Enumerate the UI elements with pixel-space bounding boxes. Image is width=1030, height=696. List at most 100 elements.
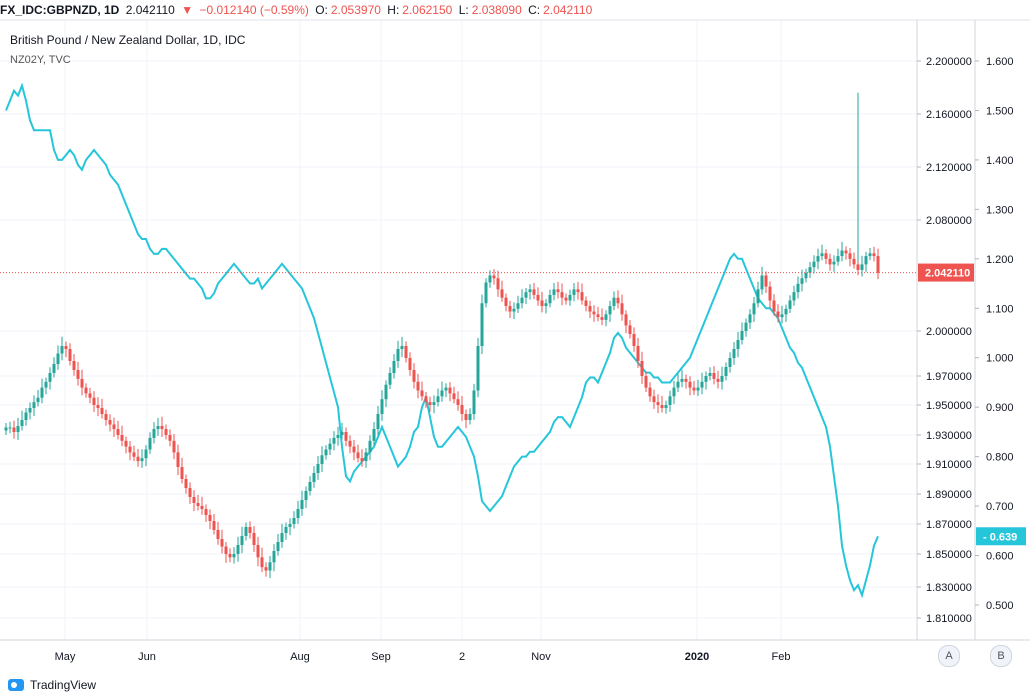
brand-label: TradingView (30, 678, 97, 692)
candle-body (452, 393, 456, 400)
candle-body (488, 275, 492, 283)
candle-body (716, 378, 720, 382)
candle-body (156, 426, 160, 429)
candle-body (148, 437, 152, 450)
candle-body (672, 387, 676, 397)
price-tick-label: 1.870000 (926, 519, 972, 531)
candle-body (188, 488, 192, 497)
candle-body (24, 412, 28, 420)
candle-body (648, 387, 652, 397)
candle-body (384, 384, 388, 400)
candle-body (44, 381, 48, 388)
candle-body (152, 429, 156, 438)
candle-body (776, 311, 780, 318)
candle-body (768, 286, 772, 301)
candle-body (36, 397, 40, 403)
price-tick-label: 1.830000 (926, 582, 972, 594)
auto-scale-button[interactable]: A (938, 645, 960, 667)
candle-body (124, 440, 128, 447)
tradingview-brand[interactable]: TradingView (8, 676, 96, 694)
candle-body (500, 289, 504, 298)
yield-tick-label: 1.600 (986, 56, 1014, 68)
open-value: 2.053970 (330, 3, 381, 17)
candle-body (704, 376, 708, 382)
yield-tick-label: 0.900 (986, 402, 1014, 414)
candle-body (132, 452, 136, 457)
candle-body (288, 524, 292, 527)
tradingview-logo-icon (8, 679, 24, 691)
candle-body (728, 358, 732, 367)
candle-body (240, 536, 244, 545)
candle-body (568, 294, 572, 301)
candle-body (824, 253, 828, 259)
scale-b-button[interactable]: B (990, 645, 1012, 667)
candle-body (12, 427, 16, 432)
high-label: H: (387, 3, 400, 17)
candle-body (332, 437, 336, 444)
candle-body (116, 429, 120, 435)
price-tick-label: 1.970000 (926, 371, 972, 383)
candle-body (788, 300, 792, 309)
price-tick-label: 1.930000 (926, 430, 972, 442)
price-change: −0.012140 (−0.59%) (199, 3, 309, 17)
candle-body (564, 297, 568, 301)
candle-body (548, 294, 552, 304)
candle-body (588, 306, 592, 312)
candle-body (732, 349, 736, 358)
candle-body (436, 396, 440, 403)
candle-body (176, 452, 180, 467)
candle-body (688, 381, 692, 388)
candle-body (828, 258, 832, 265)
candle-body (720, 376, 724, 382)
candle-body (580, 292, 584, 301)
candle-body (264, 567, 268, 571)
yield-tick-label: 1.100 (986, 303, 1014, 315)
candle-body (208, 515, 212, 521)
symbol-label: FX_IDC:GBPNZD, 1D (0, 3, 120, 17)
last-price-label: 2.042110 (925, 268, 970, 280)
time-tick-label: Aug (290, 651, 310, 663)
candle-body (820, 253, 824, 257)
candle-body (504, 297, 508, 307)
candle-body (392, 361, 396, 373)
candle-body (320, 455, 324, 464)
candle-body (860, 264, 864, 270)
candle-body (260, 557, 264, 568)
overlay-line (5, 82, 879, 599)
ohlc-header: FX_IDC:GBPNZD, 1D 2.042110 ▼ −0.012140 (… (0, 0, 1030, 20)
candle-body (592, 311, 596, 315)
candle-body (328, 443, 332, 450)
candle-body (524, 292, 528, 298)
candle-body (216, 530, 220, 539)
candle-body (540, 300, 544, 307)
candle-body (864, 256, 868, 265)
candle-body (396, 349, 400, 361)
candle-body (272, 551, 276, 563)
candle-body (748, 314, 752, 323)
candle-body (428, 402, 432, 405)
candle-body (388, 373, 392, 385)
candle-body (248, 527, 252, 533)
price-tick-label: 1.810000 (926, 613, 972, 625)
price-tick-label: 2.120000 (926, 162, 972, 174)
candle-body (692, 387, 696, 391)
candle-body (204, 509, 208, 515)
candle-body (120, 435, 124, 441)
close-label: C: (528, 3, 541, 17)
candle-body (244, 527, 248, 536)
last-yield-tag (976, 527, 1026, 546)
grid (0, 20, 917, 640)
price-tick-label: 2.200000 (926, 56, 972, 68)
candle-body (300, 500, 304, 509)
candle-body (572, 289, 576, 295)
candle-body (348, 440, 352, 447)
candle-body (100, 408, 104, 414)
candle-body (84, 387, 88, 394)
candle-body (624, 314, 628, 326)
time-tick-label: 2 (459, 651, 465, 663)
candle-body (52, 364, 56, 373)
candle-body (356, 452, 360, 459)
candle-body (404, 346, 408, 358)
legend-overlay[interactable]: NZ02Y, TVC (10, 54, 71, 66)
